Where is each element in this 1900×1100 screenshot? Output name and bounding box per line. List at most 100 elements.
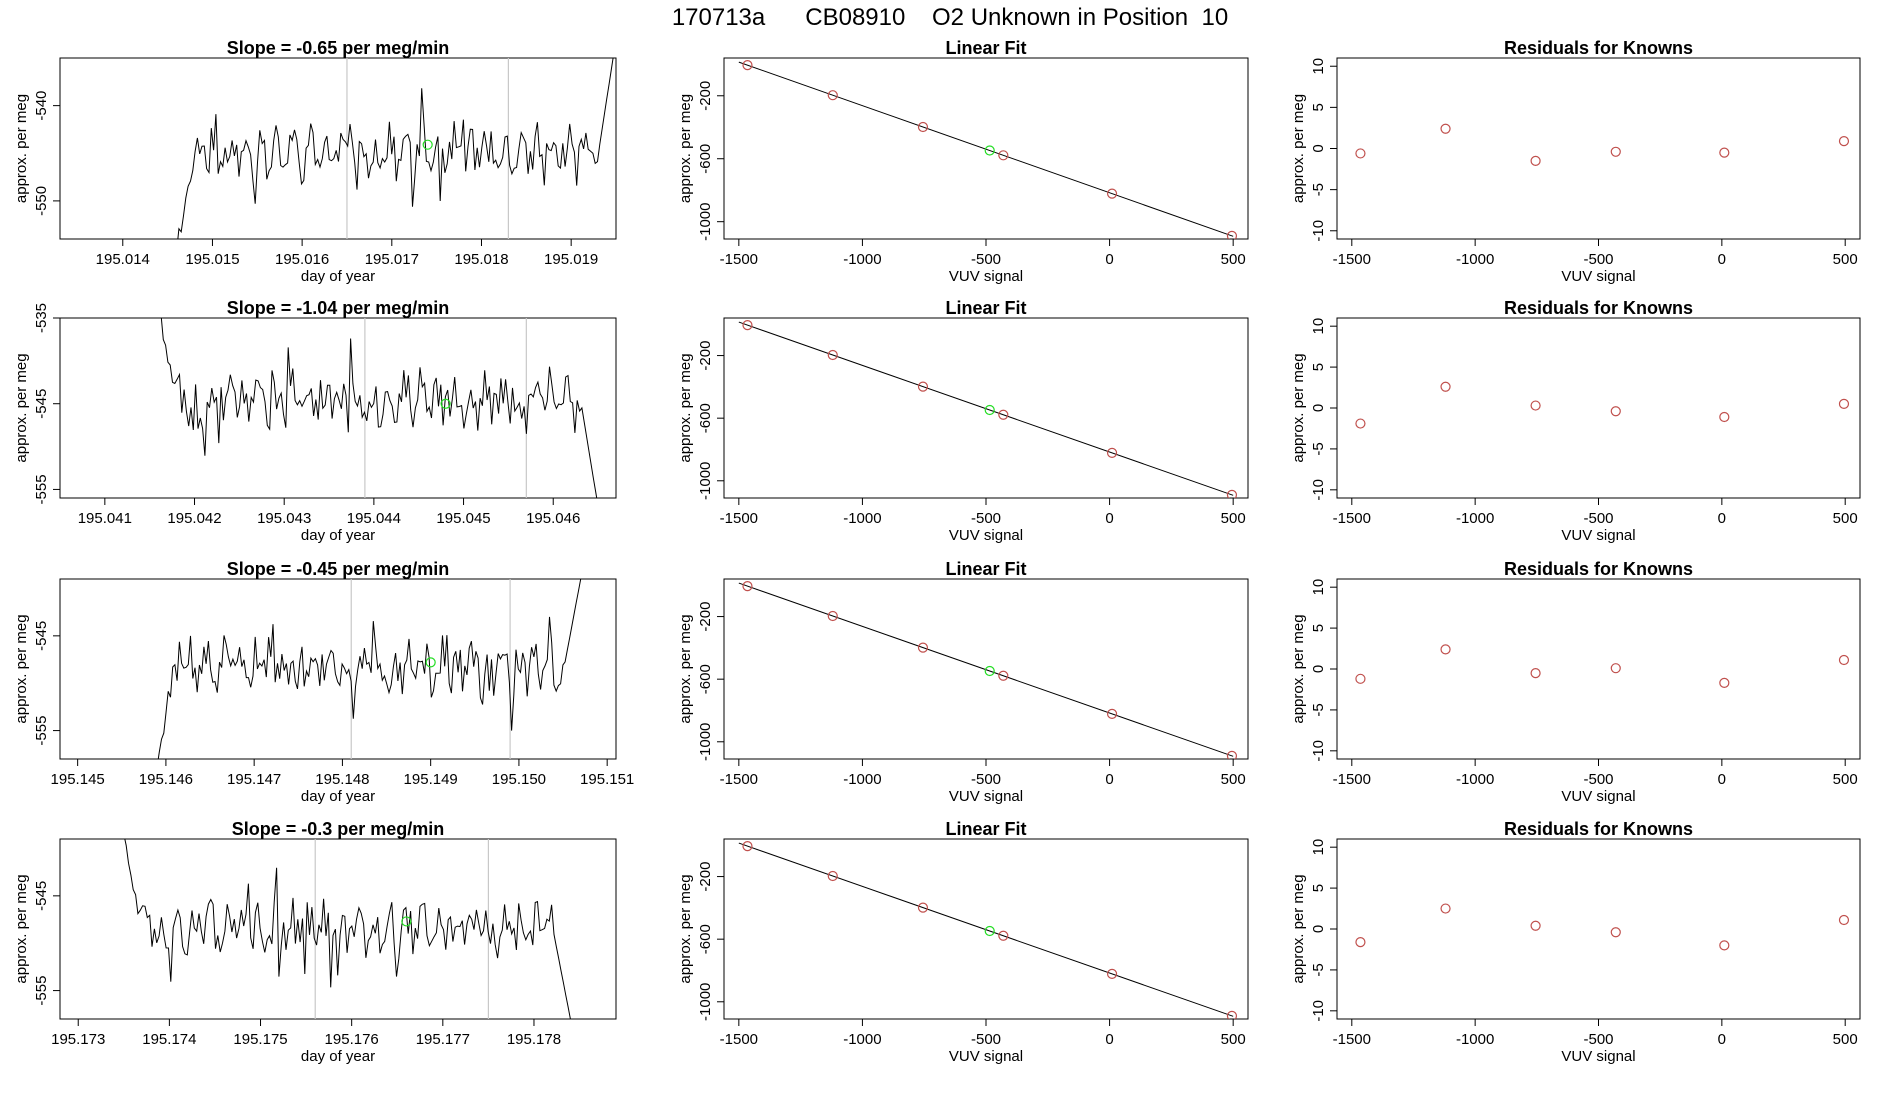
y-tick-label: -600 bbox=[697, 144, 714, 174]
x-tick-label: 500 bbox=[1833, 771, 1858, 788]
x-tick-label: 195.046 bbox=[526, 510, 580, 527]
unknown-point bbox=[984, 145, 995, 156]
plot-area bbox=[1355, 381, 1850, 429]
x-tick-label: 0 bbox=[1105, 510, 1113, 527]
x-axis-label: VUV signal bbox=[1561, 527, 1635, 544]
signal-trace bbox=[157, 579, 582, 759]
x-axis-label: VUV signal bbox=[949, 788, 1023, 805]
y-tick-label: -1000 bbox=[697, 202, 714, 240]
panel-title: Slope = -0.65 per meg/min bbox=[227, 38, 450, 58]
x-tick-label: 195.146 bbox=[139, 771, 193, 788]
panel-title: Slope = -0.3 per meg/min bbox=[232, 819, 445, 839]
residuals-3: Residuals for Knowns -1500 -1000 -500 0 500 10… bbox=[1290, 559, 1861, 805]
unknown-point bbox=[401, 916, 412, 927]
x-axis-label: VUV signal bbox=[1561, 268, 1635, 285]
y-tick-label: -200 bbox=[697, 81, 714, 111]
residuals-1: Residuals for Knowns -1500 -1000 -500 0 500 10… bbox=[1290, 38, 1861, 285]
x-tick-label: 500 bbox=[1221, 771, 1246, 788]
unknown-point bbox=[425, 657, 436, 668]
residual-point bbox=[1610, 663, 1621, 674]
panel-title: Linear Fit bbox=[945, 298, 1026, 318]
plot-frame bbox=[1336, 57, 1861, 240]
x-axis-label: VUV signal bbox=[949, 1048, 1023, 1065]
panel-title: Slope = -1.04 per meg/min bbox=[227, 298, 450, 318]
x-axis-label: VUV signal bbox=[949, 268, 1023, 285]
y-tick-label: -550 bbox=[33, 186, 50, 216]
x-tick-label: 195.042 bbox=[167, 510, 221, 527]
y-tick-label: -5 bbox=[1310, 703, 1327, 716]
y-tick-label: -1000 bbox=[697, 723, 714, 761]
y-tick-label: 0 bbox=[1310, 404, 1327, 412]
x-tick-label: 195.174 bbox=[142, 1031, 196, 1048]
y-tick-label: -545 bbox=[33, 389, 50, 419]
known-point bbox=[1226, 750, 1238, 759]
residual-point bbox=[1838, 398, 1850, 410]
y-axis-label: approx. per meg bbox=[13, 874, 30, 983]
x-tick-label: 195.150 bbox=[492, 771, 546, 788]
unknown-point bbox=[422, 139, 433, 150]
y-tick-label: -200 bbox=[697, 602, 714, 632]
y-tick-label: -555 bbox=[33, 716, 50, 746]
plot-area bbox=[738, 320, 1238, 498]
plot-frame bbox=[59, 838, 617, 1020]
timeseries-3: Slope = -0.45 per meg/min 195.145 195.146 1… bbox=[13, 559, 634, 805]
x-tick-label: 195.147 bbox=[227, 771, 281, 788]
x-tick-label: -1500 bbox=[720, 251, 758, 268]
plot-frame bbox=[1336, 578, 1861, 760]
x-tick-label: -500 bbox=[971, 510, 1001, 527]
residual-point bbox=[1440, 644, 1451, 655]
panel-title: Residuals for Knowns bbox=[1504, 38, 1693, 58]
plot-area bbox=[124, 839, 571, 1019]
known-point bbox=[742, 841, 753, 852]
residual-point bbox=[1440, 903, 1451, 914]
x-tick-label: -1500 bbox=[720, 771, 758, 788]
residuals-4: Residuals for Knowns -1500 -1000 -500 0 500 10… bbox=[1290, 819, 1861, 1065]
y-axis-label: approx. per meg bbox=[13, 614, 30, 723]
residuals-2: Residuals for Knowns -1500 -1000 -500 0 500 10… bbox=[1290, 298, 1861, 544]
residual-point bbox=[1355, 936, 1366, 948]
x-tick-label: -1000 bbox=[1456, 771, 1494, 788]
unknown-point bbox=[984, 404, 995, 416]
y-tick-label: 0 bbox=[1310, 925, 1327, 933]
y-axis-label: approx. per meg bbox=[13, 353, 30, 462]
y-tick-label: -555 bbox=[33, 976, 50, 1006]
y-axis-label: approx. per meg bbox=[1290, 614, 1307, 723]
y-tick-label: -1000 bbox=[697, 462, 714, 500]
y-tick-label: -10 bbox=[1310, 1000, 1327, 1022]
known-point bbox=[1226, 1010, 1238, 1019]
x-axis-label: VUV signal bbox=[1561, 788, 1635, 805]
timeseries-2: Slope = -1.04 per meg/min 195.041 195.042 1… bbox=[13, 298, 617, 544]
known-point bbox=[917, 642, 929, 653]
y-tick-label: 0 bbox=[1310, 665, 1327, 673]
panel-title: Residuals for Knowns bbox=[1504, 298, 1693, 318]
residual-point bbox=[1530, 667, 1541, 679]
panel-title: Linear Fit bbox=[945, 38, 1026, 58]
y-tick-label: -5 bbox=[1310, 183, 1327, 196]
plot-area bbox=[1355, 123, 1850, 166]
y-tick-label: -535 bbox=[33, 303, 50, 333]
x-tick-label: -1000 bbox=[1456, 251, 1494, 268]
x-tick-label: -500 bbox=[1583, 510, 1613, 527]
x-tick-label: 500 bbox=[1221, 510, 1246, 527]
residual-point bbox=[1719, 940, 1730, 951]
x-tick-label: 0 bbox=[1718, 771, 1726, 788]
x-tick-label: -500 bbox=[971, 1031, 1001, 1048]
known-point bbox=[827, 610, 838, 622]
x-axis-label: VUV signal bbox=[949, 527, 1023, 544]
x-tick-label: 0 bbox=[1105, 771, 1113, 788]
y-tick-label: -200 bbox=[697, 862, 714, 892]
y-tick-label: 10 bbox=[1310, 839, 1327, 856]
x-tick-label: 195.176 bbox=[325, 1031, 379, 1048]
x-tick-label: -1000 bbox=[843, 510, 881, 527]
residual-point bbox=[1530, 920, 1541, 931]
signal-trace bbox=[124, 839, 571, 1019]
x-tick-label: 195.019 bbox=[544, 251, 598, 268]
x-tick-label: -1500 bbox=[720, 510, 758, 527]
residual-point bbox=[1838, 914, 1850, 926]
residual-point bbox=[1719, 677, 1730, 689]
known-point bbox=[917, 121, 929, 133]
known-point bbox=[742, 320, 753, 331]
x-tick-label: 195.043 bbox=[257, 510, 311, 527]
fit-line bbox=[738, 842, 1234, 1017]
